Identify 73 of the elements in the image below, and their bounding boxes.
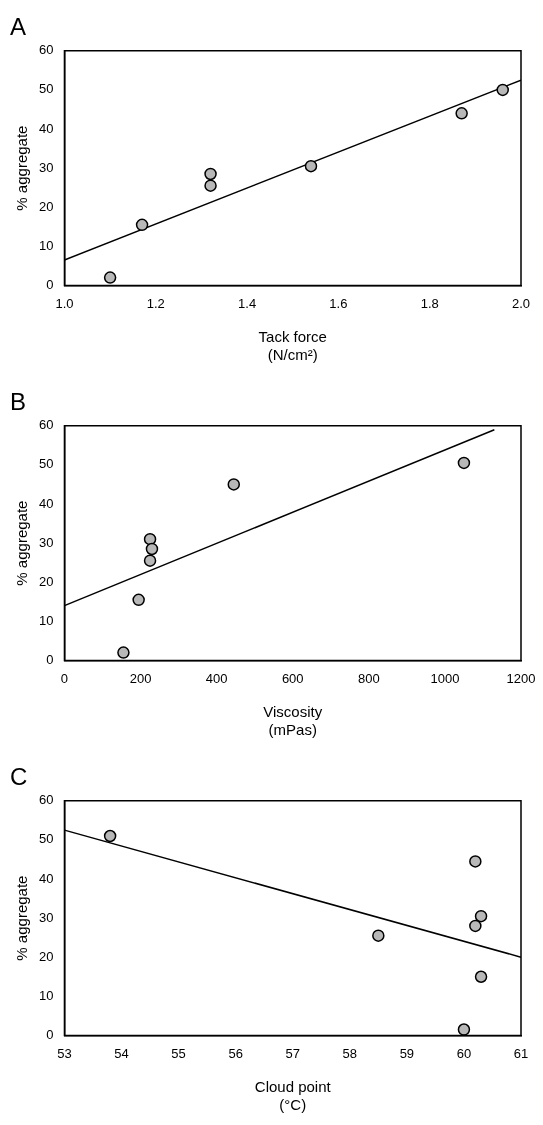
x-tick-label: 1.2 (146, 295, 165, 311)
y-tick-label: 0 (46, 276, 54, 292)
chart-title: C (10, 763, 28, 791)
point (145, 542, 159, 556)
y-tick-label: 10 (38, 612, 54, 628)
point (143, 532, 157, 546)
x-tick-label: 0 (60, 670, 69, 686)
y-tick-label: 50 (38, 81, 54, 97)
x-tick-label: 1.4 (238, 295, 257, 311)
point (457, 1023, 471, 1036)
y-tick-label: 60 (38, 42, 54, 58)
y-tick-label: 20 (38, 948, 54, 964)
point (204, 167, 217, 181)
x-tick-label: 1000 (430, 670, 460, 686)
point (304, 159, 318, 173)
y-tick-label: 30 (38, 159, 54, 175)
x-axis-title: Viscosity (mPas) (263, 703, 323, 739)
x-tick-label: 58 (342, 1045, 358, 1061)
x-tick-label: 1.6 (329, 295, 348, 311)
point (474, 970, 488, 983)
point (496, 83, 509, 97)
y-axis-title: % aggregate (13, 500, 31, 586)
point (103, 271, 117, 284)
x-tick-label: 56 (228, 1045, 243, 1061)
point (372, 929, 385, 942)
x-tick-label: 61 (513, 1045, 529, 1061)
x-tick-label: 60 (456, 1045, 472, 1061)
y-tick-label: 40 (38, 120, 54, 136)
x-tick-label: 400 (205, 670, 228, 686)
y-tick-label: 30 (38, 909, 54, 925)
x-tick-label: 1.0 (55, 295, 74, 311)
point (455, 107, 468, 120)
point (143, 554, 157, 567)
point (457, 456, 471, 470)
y-tick-label: 30 (38, 534, 54, 550)
y-tick-label: 0 (46, 651, 54, 667)
x-tick-label: 57 (285, 1045, 300, 1061)
point (103, 829, 117, 843)
x-tick-label: 200 (129, 670, 152, 686)
x-tick-label: 53 (57, 1045, 72, 1061)
point (469, 919, 482, 933)
chart-title: A (10, 13, 27, 41)
y-tick-label: 20 (38, 573, 54, 589)
point (117, 646, 130, 659)
x-tick-label: 2.0 (511, 295, 531, 311)
y-tick-label: 0 (46, 1026, 54, 1042)
y-axis-title: % aggregate (13, 875, 31, 961)
x-tick-label: 54 (114, 1045, 129, 1061)
x-tick-label: 800 (357, 670, 380, 686)
y-tick-label: 10 (38, 237, 54, 253)
x-tick-label: 1.8 (420, 295, 439, 311)
point (469, 855, 482, 868)
y-tick-label: 20 (38, 198, 54, 214)
y-tick-label: 60 (38, 417, 54, 433)
x-tick-label: 1200 (506, 670, 536, 686)
point (135, 218, 149, 232)
x-axis-title: Cloud point (°C) (254, 1078, 332, 1114)
point (204, 179, 217, 192)
point (132, 593, 145, 607)
x-tick-label: 59 (399, 1045, 415, 1061)
x-axis-title: Tack force (N/cm²) (258, 328, 327, 364)
y-axis-title: % aggregate (13, 125, 31, 211)
y-tick-label: 50 (38, 831, 54, 847)
y-tick-label: 40 (38, 870, 54, 886)
y-tick-label: 60 (38, 792, 54, 808)
chart-title: B (10, 388, 27, 416)
x-tick-label: 55 (171, 1045, 186, 1061)
point (474, 909, 488, 923)
y-tick-label: 40 (38, 495, 54, 511)
x-tick-label: 600 (281, 670, 304, 686)
y-tick-label: 50 (38, 456, 54, 472)
point (227, 478, 241, 491)
y-tick-label: 10 (38, 987, 54, 1003)
